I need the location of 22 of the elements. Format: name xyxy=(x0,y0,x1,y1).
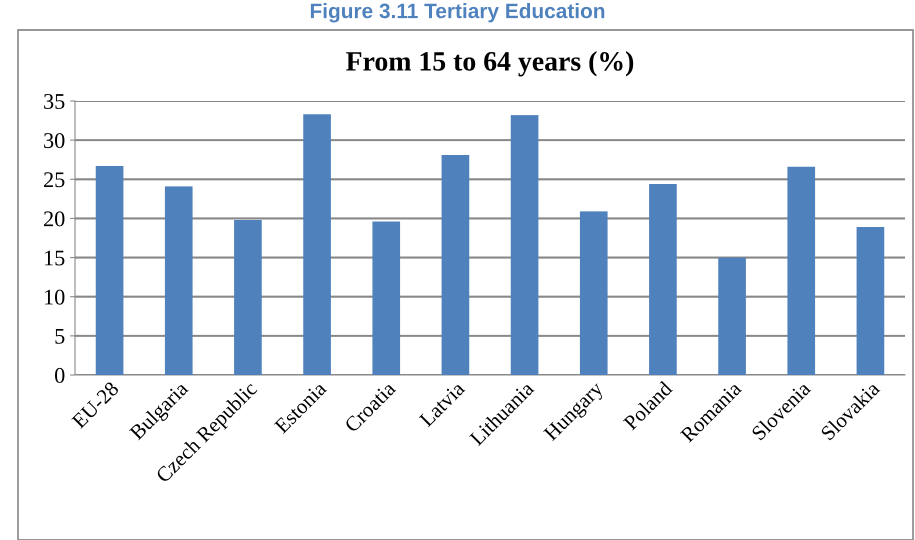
y-tick-label: 0 xyxy=(55,368,64,383)
bar xyxy=(372,222,400,375)
caption: Figure 3.11 Tertiary Education xyxy=(310,3,604,23)
y-tick-label: 5 xyxy=(55,329,64,344)
y-tick-label: 10 xyxy=(45,290,64,305)
bar xyxy=(442,155,470,375)
bar xyxy=(164,186,193,375)
bar xyxy=(580,211,608,375)
y-tick-label: 20 xyxy=(44,211,64,226)
bar xyxy=(234,220,262,375)
y-tick-label: 15 xyxy=(45,250,64,266)
bar xyxy=(718,258,746,375)
y-tick-label: 25 xyxy=(44,172,64,188)
bar xyxy=(787,166,816,375)
bar xyxy=(510,115,538,375)
bar xyxy=(856,227,884,375)
y-tick-label: 30 xyxy=(44,133,64,148)
chart-title: From 15 to 64 years (%) xyxy=(346,51,634,76)
bar xyxy=(649,184,677,375)
bar xyxy=(96,166,124,375)
bar xyxy=(303,114,331,375)
y-tick-label: 35 xyxy=(44,94,64,109)
